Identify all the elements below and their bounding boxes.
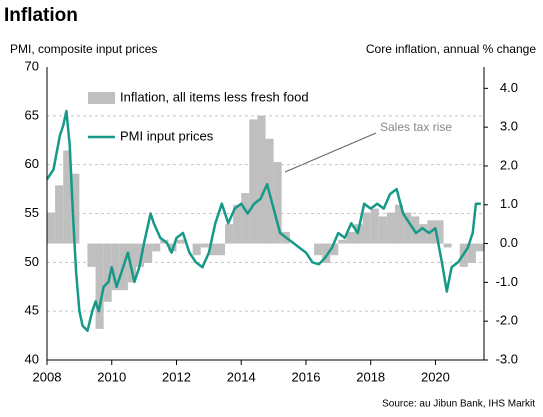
- bar: [241, 193, 250, 244]
- bar: [419, 224, 428, 244]
- legend-label: PMI input prices: [120, 128, 214, 143]
- bar: [273, 162, 282, 244]
- bar: [103, 243, 112, 302]
- bar: [225, 224, 234, 244]
- bar: [330, 243, 339, 256]
- y-tick-label: 65: [25, 107, 39, 122]
- bar: [111, 243, 120, 291]
- source: Source: au Jibun Bank, IHS Markit: [382, 399, 535, 410]
- chart-title: Inflation: [4, 5, 78, 26]
- bar: [338, 239, 347, 244]
- legend-label: Inflation, all items less fresh food: [120, 89, 309, 104]
- bar: [127, 243, 137, 283]
- y2-tick-label: 4.0: [500, 80, 518, 95]
- bar: [394, 204, 404, 244]
- line: [45, 109, 481, 332]
- y2-tick-label: 1.0: [500, 196, 518, 211]
- bar: [216, 243, 226, 256]
- bar: [370, 208, 379, 244]
- bar: [208, 243, 217, 256]
- bar: [467, 243, 476, 263]
- bar: [176, 239, 185, 244]
- y-tick-label: 50: [25, 254, 39, 269]
- bar: [322, 243, 331, 263]
- y2-tick-label: -2.0: [496, 313, 518, 328]
- bar: [144, 243, 153, 263]
- x-tick-label: 2016: [292, 369, 321, 384]
- bar: [136, 243, 145, 267]
- y2-tick-label: -1.0: [496, 274, 518, 289]
- y-tick-label: 40: [25, 351, 39, 366]
- bar: [87, 243, 96, 267]
- x-tick-label: 2012: [162, 369, 191, 384]
- bar: [152, 243, 161, 252]
- bar: [233, 204, 242, 244]
- bar: [362, 212, 371, 244]
- y2-tick-label: 0.0: [500, 235, 518, 250]
- y-tick-label: 45: [25, 303, 39, 318]
- x-tick-label: 2020: [421, 369, 450, 384]
- bar: [443, 243, 452, 248]
- bar: [435, 220, 444, 244]
- bar: [346, 231, 355, 244]
- y-axis-label: PMI, composite input prices: [10, 42, 157, 56]
- y-tick-label: 60: [25, 156, 39, 171]
- bar: [47, 212, 56, 244]
- bar: [257, 115, 266, 244]
- x-tick-label: 2008: [33, 369, 62, 384]
- bar: [200, 243, 209, 248]
- y2-tick-label: 3.0: [500, 119, 518, 134]
- y2-axis-label: Core inflation, annual % change: [366, 42, 536, 56]
- bar: [403, 212, 412, 244]
- bar: [63, 150, 72, 244]
- bar: [95, 243, 104, 329]
- bar: [378, 216, 387, 244]
- x-tick-label: 2010: [97, 369, 126, 384]
- legend-swatch: [88, 92, 115, 104]
- x-tick-label: 2018: [356, 369, 385, 384]
- y2-tick-label: -3.0: [496, 351, 518, 366]
- annotation-arrow: [284, 132, 377, 173]
- bar: [475, 243, 484, 252]
- x-tick-label: 2014: [227, 369, 256, 384]
- bar: [314, 243, 323, 256]
- bar: [192, 243, 201, 256]
- bar: [55, 185, 64, 244]
- bar: [386, 212, 395, 244]
- y-tick-label: 55: [25, 205, 39, 220]
- bar: [71, 173, 80, 244]
- bar: [249, 119, 258, 244]
- y2-tick-label: 2.0: [500, 157, 518, 172]
- annotation: Sales tax rise: [380, 120, 452, 134]
- y-tick-label: 70: [25, 58, 39, 73]
